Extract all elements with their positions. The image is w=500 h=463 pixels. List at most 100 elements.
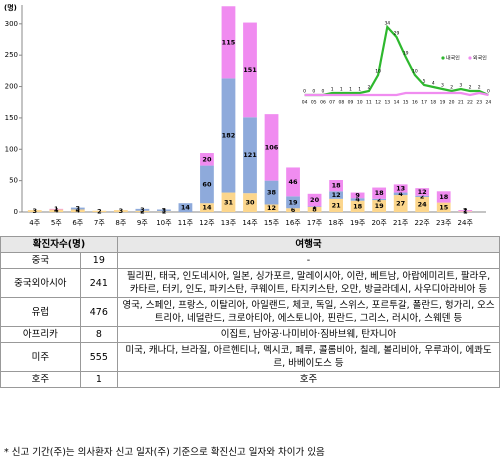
bar-segment <box>113 210 128 212</box>
data-label: 3 <box>76 205 81 213</box>
bar-segment <box>415 196 430 212</box>
data-label: 0 <box>312 89 315 95</box>
x-tick-label: 12주 <box>199 219 215 227</box>
x-tick-label: 6주 <box>72 219 83 227</box>
data-label: 9 <box>355 191 360 199</box>
data-label: 18 <box>332 182 342 190</box>
data-label: 2 <box>367 85 370 91</box>
table-cell: 아프리카 <box>0 326 81 343</box>
x-tick-label: 16 <box>412 100 418 106</box>
table-cell: - <box>117 252 500 269</box>
data-label: 3 <box>162 206 167 214</box>
table-cell: 미국, 캐나다, 브라질, 아르헨티나, 멕시코, 페루, 콜롬비아, 칠레, … <box>117 342 500 372</box>
legend-marker <box>441 56 445 60</box>
y-tick-label: 200 <box>5 83 18 91</box>
table-cell: 영국, 스페인, 프랑스, 이탈리아, 아일랜드, 체코, 독일, 스위스, 포… <box>117 297 500 327</box>
data-label: 4 <box>355 195 360 203</box>
x-tick-label: 20주 <box>371 219 387 227</box>
bar-segment <box>200 165 214 204</box>
bar-segment <box>350 192 365 199</box>
data-label: 24 <box>418 200 428 208</box>
data-label: 4 <box>398 190 403 198</box>
data-label: 3 <box>119 207 124 215</box>
bar-segment <box>221 78 236 193</box>
x-tick-label: 14주 <box>242 219 258 227</box>
data-label: 1 <box>331 87 334 93</box>
data-label: 121 <box>243 151 257 159</box>
data-label: 2 <box>420 192 425 200</box>
x-tick-label: 4주 <box>29 219 40 227</box>
table: 확진자수(명) 여행국 중국 19- 중국외아시아 241 필리핀, 태국, 인도네시아… <box>0 236 500 388</box>
table-cell: 241 <box>79 268 119 298</box>
x-tick-label: 19 <box>440 100 446 106</box>
bar-segment <box>393 195 408 212</box>
x-tick-label: 17 <box>421 100 427 106</box>
bar-segment <box>200 203 214 212</box>
x-tick-label: 14 <box>394 100 400 106</box>
data-label: 2 <box>140 207 145 215</box>
data-label: 2 <box>469 85 472 91</box>
header-cell: 확진자수(명) <box>0 236 118 253</box>
x-tick-label: 05 <box>311 100 317 106</box>
x-tick-label: 5주 <box>51 219 62 227</box>
x-tick-label: 24 <box>486 100 492 106</box>
bar-segment <box>49 209 64 212</box>
x-tick-label: 16주 <box>285 219 301 227</box>
bar-segment <box>264 114 279 181</box>
data-label: 4 <box>432 81 435 87</box>
bar-segment <box>286 196 300 209</box>
data-label: 151 <box>243 66 257 74</box>
table-row: 중국외아시아 241 필리핀, 태국, 인도네시아, 일본, 싱가포르, 말레이시아… <box>0 268 500 298</box>
data-label: 38 <box>267 189 277 197</box>
data-label: 4 <box>54 207 59 215</box>
data-label: 6 <box>291 206 296 214</box>
x-tick-label: 08 <box>338 100 344 106</box>
header-row: 확진자수(명) 여행국 <box>0 236 500 253</box>
x-tick-label: 09 <box>348 100 354 106</box>
y-tick-label: 100 <box>5 145 18 153</box>
bar-segment <box>393 184 408 193</box>
data-label: 0 <box>303 89 306 95</box>
x-tick-label: 10 <box>357 100 363 106</box>
table-row: 미주 555 미국, 캐나다, 브라질, 아르헨티나, 멕시코, 페루, 콜롬비아,… <box>0 342 500 372</box>
bar-segment <box>135 210 150 212</box>
table-row: 중국 19- <box>0 252 500 269</box>
data-label: 2 <box>377 195 382 203</box>
bar-segment <box>286 167 300 197</box>
data-label: 1 <box>349 87 352 93</box>
data-label: 12 <box>267 204 276 212</box>
data-label: 46 <box>289 178 299 186</box>
bar-segment <box>243 22 257 118</box>
data-label: 19 <box>289 198 299 206</box>
bar-segment <box>243 117 257 194</box>
line-series <box>304 91 489 97</box>
bar-segment <box>92 210 107 212</box>
data-label: 12 <box>418 188 427 196</box>
line-series <box>304 24 489 97</box>
table-cell: 중국외아시아 <box>0 268 81 298</box>
data-label: 106 <box>265 143 279 151</box>
bar-segment <box>307 206 322 212</box>
bar-segment <box>286 208 300 212</box>
bar-segment <box>157 211 171 212</box>
bar-segment <box>393 192 408 196</box>
data-label: 18 <box>353 202 363 210</box>
bar-segment <box>307 193 322 207</box>
bar-segment <box>70 209 85 212</box>
table-cell: 호주 <box>117 371 500 388</box>
data-label: 13 <box>396 184 405 192</box>
bar-segment <box>329 180 343 192</box>
bar-segment <box>436 202 451 212</box>
bar-segment <box>458 210 473 212</box>
x-tick-label: 22 <box>467 100 473 106</box>
bar-segment <box>221 6 236 79</box>
x-tick-label: 23 <box>476 100 482 106</box>
data-label: 10 <box>375 69 381 75</box>
y-tick-label: 300 <box>5 20 18 28</box>
data-label: 1 <box>162 208 167 216</box>
bar-segment <box>372 198 387 201</box>
data-label: 182 <box>222 131 236 139</box>
bar-segment <box>135 208 150 211</box>
x-tick-label: 13 <box>384 100 390 106</box>
data-label: 19 <box>375 202 385 210</box>
